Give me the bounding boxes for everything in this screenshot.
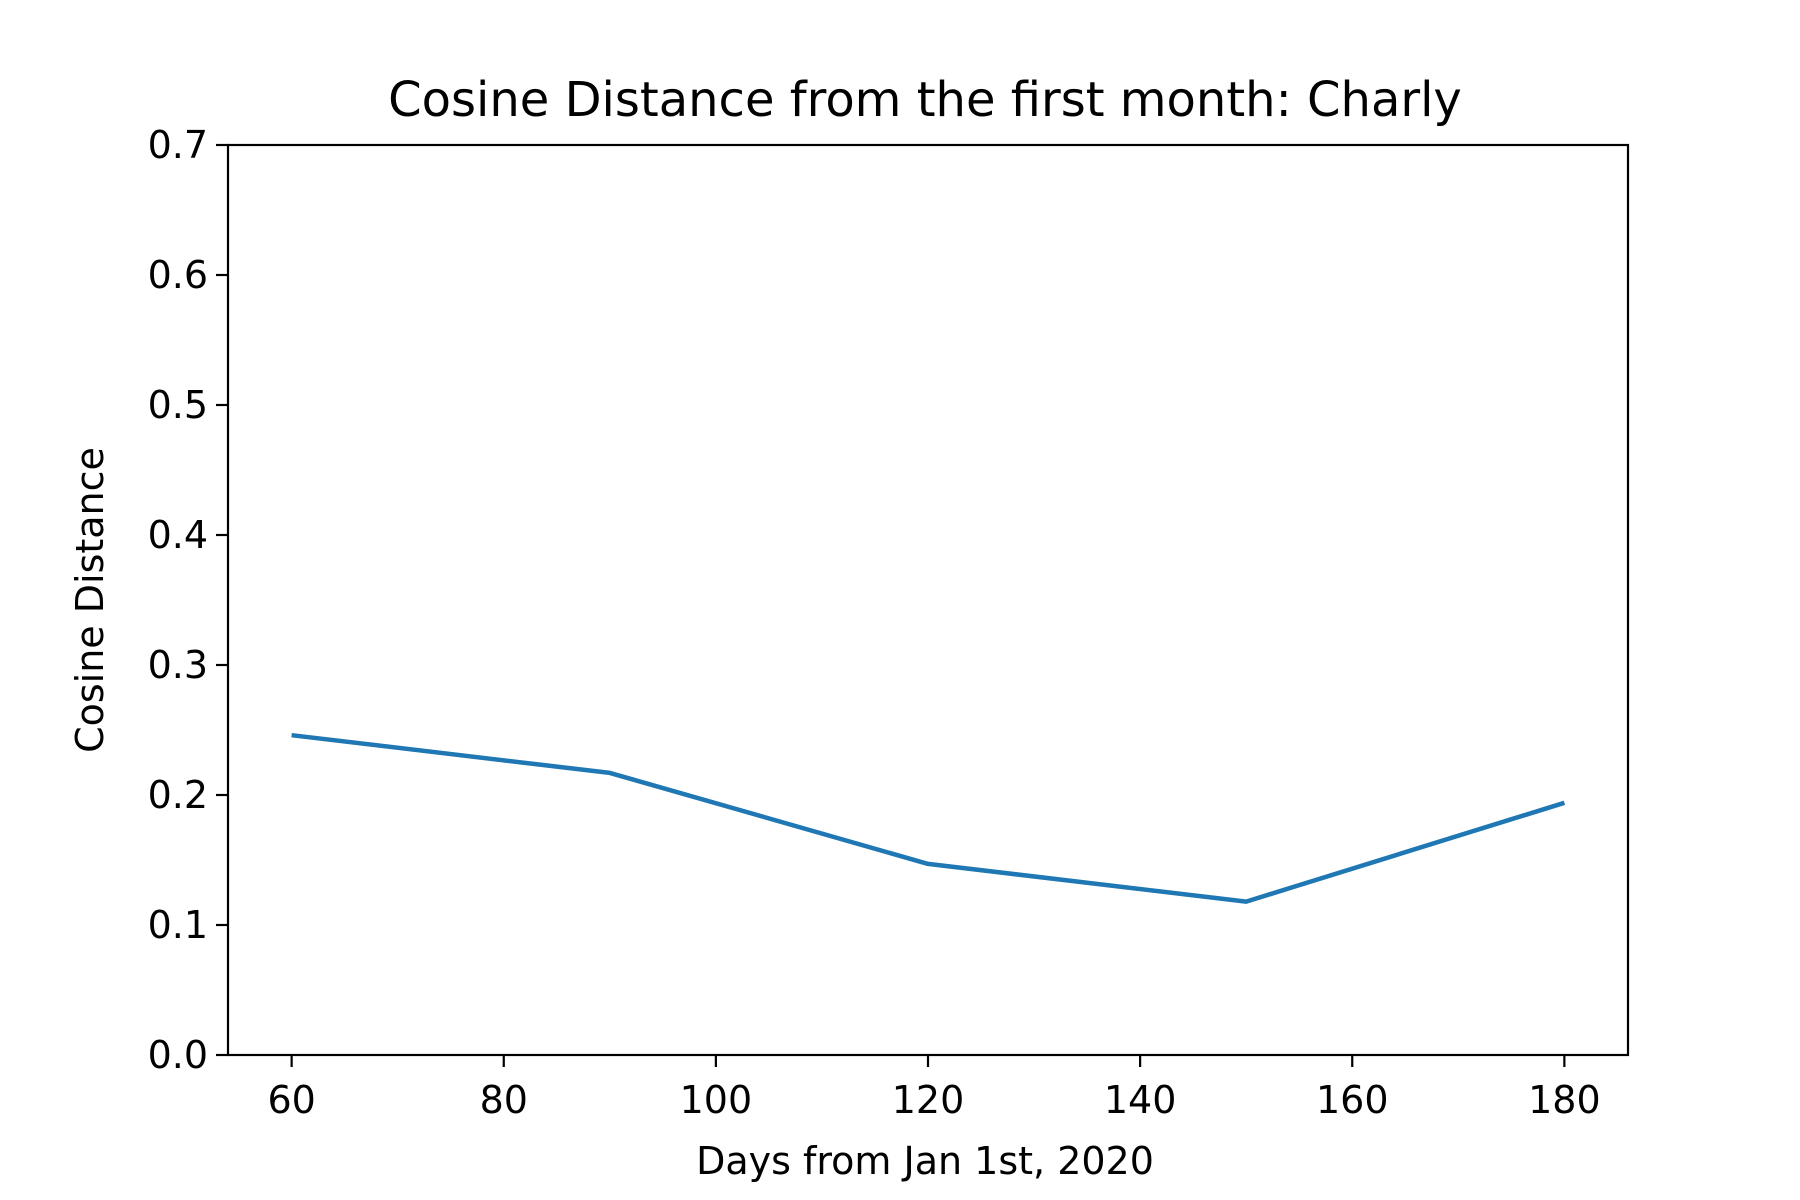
- y-tick-label: 0.5: [148, 383, 208, 427]
- x-tick-label: 180: [1528, 1078, 1601, 1122]
- x-axis-label: Days from Jan 1st, 2020: [696, 1139, 1154, 1183]
- y-tick-label: 0.3: [148, 643, 208, 687]
- x-axis-ticks: 60 80 100 120 140 160 180: [267, 1055, 1601, 1122]
- y-tick-label: 0.6: [148, 253, 208, 297]
- series-layer: [291, 732, 1566, 904]
- x-tick-label: 60: [267, 1078, 315, 1122]
- x-tick-label: 80: [480, 1078, 528, 1122]
- y-tick-label: 0.7: [148, 123, 208, 167]
- x-tick-label: 160: [1316, 1078, 1389, 1122]
- y-tick-label: 0.4: [148, 513, 208, 557]
- chart-title: Cosine Distance from the first month: Ch…: [388, 72, 1462, 128]
- x-tick-label: 140: [1104, 1078, 1177, 1122]
- y-tick-label: 0.1: [148, 903, 208, 947]
- y-axis-ticks: 0.0 0.1 0.2 0.3 0.4 0.5 0.6 0.7: [148, 123, 228, 1077]
- y-tick-label: 0.2: [148, 773, 208, 817]
- y-axis-label: Cosine Distance: [68, 447, 112, 753]
- x-tick-label: 120: [892, 1078, 965, 1122]
- y-tick-label: 0.0: [148, 1033, 208, 1077]
- x-tick-label: 100: [680, 1078, 753, 1122]
